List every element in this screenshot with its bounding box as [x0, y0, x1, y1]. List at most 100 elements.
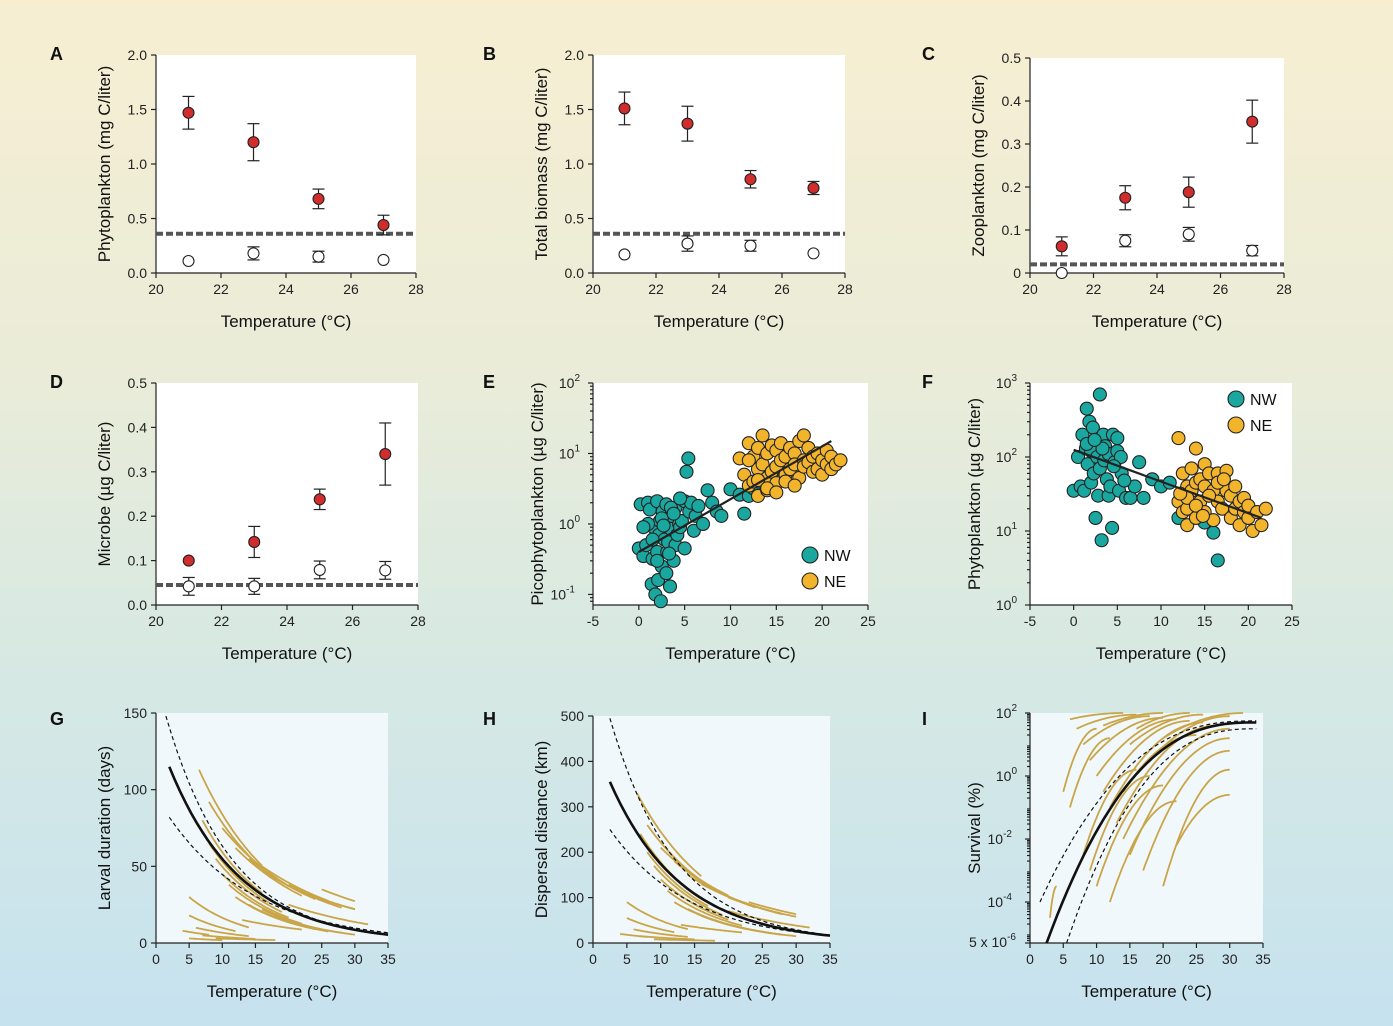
y-tick-label: 1.5	[128, 102, 148, 118]
x-tick-label: 22	[1086, 281, 1102, 297]
species-curve	[660, 878, 729, 921]
y-tick-label: 0.2	[1002, 179, 1022, 195]
x-tick-label: 28	[410, 613, 426, 629]
panel-C: C 20 22 24 26 28 0 0.1 0.2 0.3 0.4 0.5 Temperature (…	[922, 44, 1292, 331]
y-tick-label: 0.5	[128, 375, 148, 391]
tick-base: 10	[988, 894, 1004, 910]
data-point-nw	[700, 483, 715, 498]
tick-exponent: 2	[574, 373, 580, 384]
data-point-open	[377, 253, 390, 266]
mean-curve	[168, 766, 389, 936]
y-tick-label: 500	[561, 708, 585, 724]
x-tick-label: 0	[1026, 951, 1034, 967]
y-tick-label: 10-1	[551, 584, 576, 602]
panel-letter-H: H	[483, 709, 496, 729]
y-tick-label: 0.4	[128, 419, 148, 435]
x-tick-label: -5	[587, 613, 600, 629]
data-point-open	[182, 580, 195, 593]
x-tick-label: 10	[214, 951, 230, 967]
tick-exponent: 2	[1011, 703, 1017, 714]
species-curve	[1102, 720, 1190, 793]
y-tick-label: 0.0	[565, 265, 585, 281]
data-point-nw	[691, 498, 706, 514]
data-point-open	[247, 247, 260, 260]
species-curve	[228, 884, 303, 925]
plot-area	[156, 383, 418, 605]
panel-G: G 0 5 10 15 20 25 30 35 0 50 100 150 Temperature (°C)…	[50, 705, 396, 1001]
panel-letter-I: I	[922, 709, 927, 729]
x-tick-label: 26	[774, 281, 790, 297]
species-curve	[198, 769, 263, 867]
data-point-nw	[662, 579, 678, 594]
data-point-filled	[807, 181, 820, 195]
tick-exponent: 3	[1011, 373, 1017, 384]
data-point-nw	[1136, 490, 1151, 505]
data-point-nw	[681, 451, 696, 466]
tick-base: 10	[996, 523, 1012, 539]
plot-area	[1030, 713, 1263, 943]
species-curve	[1095, 784, 1164, 887]
x-tick-label: 5	[681, 613, 689, 629]
x-tick-label: 35	[822, 951, 838, 967]
species-curve	[1129, 713, 1204, 746]
tick-exponent: 1	[1011, 521, 1017, 532]
x-tick-label: 0	[1070, 613, 1078, 629]
data-point-filled	[1182, 186, 1195, 199]
y-tick-label: 5 x 10-6	[969, 932, 1016, 950]
species-curve	[1115, 724, 1217, 824]
y-tick-label: 100	[124, 782, 148, 798]
x-tick-label: 35	[1255, 951, 1271, 967]
data-point-open	[1182, 228, 1195, 241]
data-point-filled	[379, 447, 392, 461]
species-curve	[214, 858, 283, 913]
species-curve	[208, 842, 270, 904]
plot-area	[156, 55, 416, 273]
tick-base: 10	[559, 375, 575, 391]
y-tick-label: 0.1	[1002, 222, 1022, 238]
species-curve	[1062, 727, 1097, 793]
data-point-nw	[1132, 455, 1147, 470]
data-point-open	[313, 563, 326, 576]
y-axis-title: Dispersal distance (km)	[532, 741, 551, 919]
x-tick-label: 20	[148, 613, 164, 629]
y-tick-label: 101	[996, 521, 1018, 539]
x-tick-label: 30	[1222, 951, 1238, 967]
y-tick-label: 50	[131, 858, 147, 874]
data-point-ne	[769, 485, 784, 500]
y-tick-label: 150	[124, 705, 148, 721]
x-tick-label: 25	[860, 613, 876, 629]
tick-base: 10	[996, 375, 1012, 391]
y-tick-label: 103	[996, 373, 1018, 391]
x-tick-label: 10	[1089, 951, 1105, 967]
y-tick-label: 0.5	[1002, 50, 1022, 66]
data-point-open	[744, 239, 757, 252]
legend-marker-nw	[1227, 390, 1245, 408]
data-point-open	[1246, 244, 1259, 257]
x-axis-title: Temperature (°C)	[1092, 312, 1223, 331]
regression-line	[638, 440, 832, 553]
species-curve	[301, 891, 356, 910]
species-curve	[653, 938, 715, 942]
species-curve	[1089, 716, 1164, 761]
y-tick-label: 300	[561, 799, 585, 815]
x-axis-title: Temperature (°C)	[1096, 644, 1227, 663]
data-point-filled	[1119, 191, 1132, 204]
y-tick-label: 0.0	[128, 597, 148, 613]
x-tick-label: 30	[347, 951, 363, 967]
species-curve	[188, 896, 250, 929]
species-curve	[1136, 712, 1190, 730]
x-tick-label: 20	[1022, 281, 1038, 297]
mean-curve	[1045, 721, 1257, 944]
species-curve	[288, 903, 369, 926]
panel-letter-A: A	[50, 44, 63, 64]
data-point-nw	[659, 566, 674, 581]
data-point-nw	[1110, 431, 1125, 446]
y-tick-label: 100	[561, 890, 585, 906]
species-curve	[1089, 775, 1150, 871]
y-tick-label: 0.2	[128, 508, 148, 524]
species-curve	[248, 903, 329, 933]
panel-letter-E: E	[483, 372, 495, 392]
species-curve	[636, 792, 702, 877]
x-tick-label: 24	[279, 613, 295, 629]
